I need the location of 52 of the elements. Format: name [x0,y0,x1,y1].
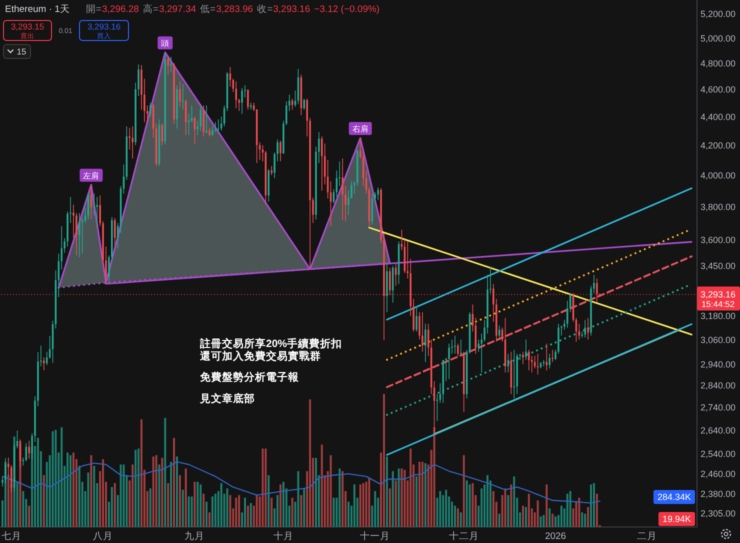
x-tick-label: 八月 [93,531,114,542]
y-tick-label: 2,540.00 [700,449,736,460]
y-tick-label: 2,740.00 [700,402,736,413]
annotation: 高= [142,3,159,15]
y-tick-label: 5,000.00 [700,33,736,44]
annotation: 還可加入免費交易實戰群 [200,350,321,362]
y-tick-label: 2,940.00 [700,359,736,370]
x-tick-label: 2026 [544,531,566,542]
annotation: 見文章底部 [199,392,255,405]
annotation: −3.12 (−0.09%) [314,4,380,15]
annotation: 右肩 [352,124,368,134]
y-tick-label: 4,800.00 [700,58,736,68]
y-tick-label: 2,460.00 [700,468,736,479]
annotation: 3,293.15 [10,22,44,32]
annotation: 284.34K [657,492,691,502]
annotation: 收= [257,4,274,15]
annotation: 15 [16,46,26,56]
x-tick-label: 十二月 [448,530,479,542]
y-tick-label: 2,640.00 [700,425,736,436]
x-tick-label: 十月 [273,530,294,542]
y-tick-label: 2,305.00 [700,508,736,519]
y-tick-label: 3,450.00 [700,261,736,272]
y-tick-label: 3,800.00 [700,202,736,212]
annotation: 19.94K [662,514,691,524]
y-tick-label: 3,600.00 [700,234,736,245]
y-tick-label: 4,400.00 [700,112,736,122]
annotation: 3,297.34 [159,4,196,15]
y-tick-label: 3,180.00 [700,311,736,322]
y-tick-label: 4,600.00 [700,84,736,94]
annotation: 左肩 [83,171,100,180]
y-tick-label: 2,840.00 [700,380,736,391]
x-tick-label: 七月 [1,530,22,542]
ref-line-label: 3,293.16 [700,289,736,300]
annotation: 3,293.16 [273,4,310,15]
x-tick-label: 二月 [637,531,658,542]
y-tick-label: 4,200.00 [700,140,736,150]
annotation: 3,296.28 [102,4,139,15]
annotation: 註冊交易所享20%手續費折扣 [199,337,342,350]
y-tick-label: 4,000.00 [700,170,736,180]
annotation: 開= [86,4,102,15]
y-tick-label: 5,200.00 [700,9,736,20]
x-tick-label: 十一月 [360,530,390,542]
annotation: 頭 [161,39,170,48]
chart-title: Ethereum · 1天 [5,4,70,15]
y-tick-label: 3,060.00 [700,334,736,345]
annotation: 3,283.96 [216,4,254,15]
y-tick-label: 2,380.00 [700,489,736,500]
annotation: 免費盤勢分析電子報 [199,370,300,384]
text: 15:44:52 [701,298,735,309]
annotation: 3,293.16 [87,22,121,32]
annotation: 低= [200,4,216,15]
x-tick-label: 九月 [184,530,205,542]
